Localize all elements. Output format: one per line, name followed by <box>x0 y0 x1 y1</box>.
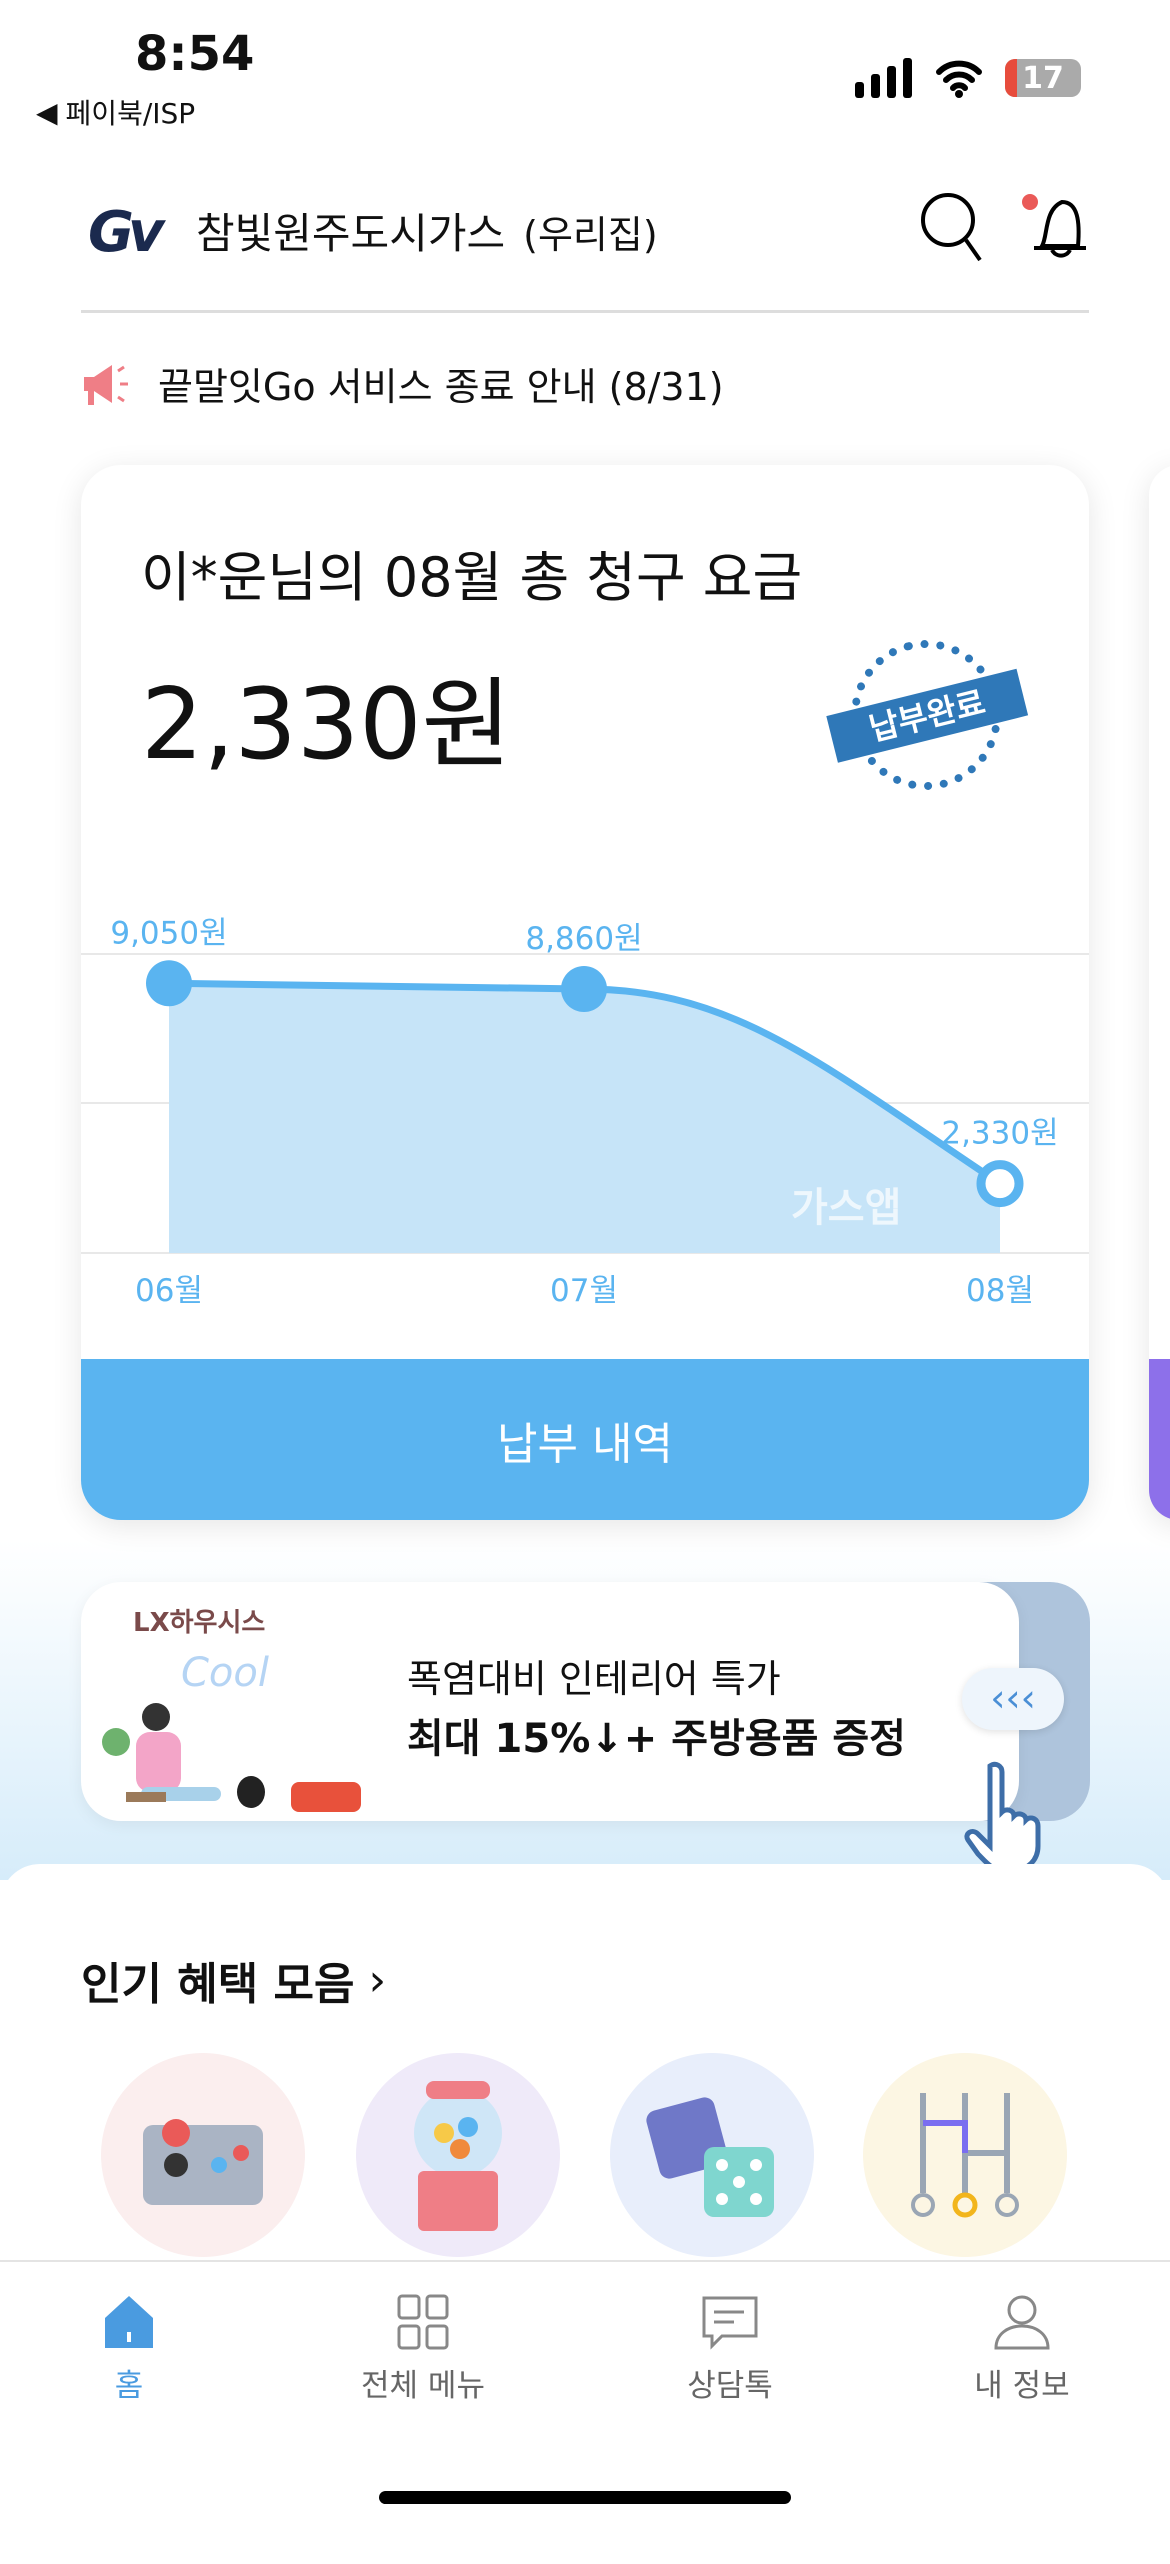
tab-my-info[interactable]: 내 정보 <box>922 2292 1122 2405</box>
status-icons: 17 <box>855 58 1081 98</box>
tab-my-info-label: 내 정보 <box>974 2368 1070 2404</box>
benefit-ladder[interactable] <box>863 2053 1067 2257</box>
ladder-game-icon <box>911 2093 1019 2218</box>
data-point <box>146 960 192 1007</box>
wifi-icon <box>936 60 982 98</box>
paid-stamp: 납부완료 <box>826 624 1029 806</box>
tab-chat-label: 상담톡 <box>687 2368 773 2404</box>
grid-menu-icon <box>397 2294 449 2350</box>
tab-all-menu[interactable]: 전체 메뉴 <box>323 2292 523 2405</box>
data-label: 2,330원 <box>941 1116 1058 1152</box>
home-indicator <box>379 2491 791 2504</box>
tab-home[interactable]: 홈 <box>29 2292 229 2405</box>
home-icon <box>105 2296 153 2348</box>
banner-line2: 최대 15%↓+ 주방용품 증정 <box>407 1716 906 1762</box>
back-triangle-icon: ◀ <box>36 95 58 129</box>
battery-icon: 17 <box>1005 59 1081 97</box>
status-time: 8:54 <box>135 26 255 82</box>
back-to-app[interactable]: ◀ 페이북/ISP <box>36 92 195 132</box>
bill-title: 이*운님의 08월 총 청구 요금 <box>141 546 803 609</box>
chevron-right-icon: › <box>368 1954 387 2006</box>
dice-icon <box>646 2097 774 2217</box>
data-label: 8,860원 <box>525 921 642 957</box>
next-card-peek[interactable] <box>1149 465 1170 1520</box>
payment-history-button[interactable]: 납부 내역 <box>81 1359 1089 1520</box>
ad-banner[interactable]: LX하우시스 Cool 폭염대비 인테리어 특가 최대 15%↓+ 주방용품 증… <box>81 1582 1019 1821</box>
chat-icon <box>702 2296 758 2350</box>
benefit-dice[interactable] <box>610 2053 814 2257</box>
data-label: 9,050원 <box>110 915 227 951</box>
chart-watermark: 가스앱 <box>791 1185 902 1231</box>
gumball-machine-icon <box>414 2081 502 2231</box>
benefits-title[interactable]: 인기 혜택 모음 › <box>81 1948 386 2012</box>
data-point <box>976 1160 1024 1208</box>
notice-text: 끝말잇Go 서비스 종료 안내 (8/31) <box>158 365 724 409</box>
bill-amount: 2,330원 <box>141 668 512 782</box>
tab-all-menu-label: 전체 메뉴 <box>361 2368 485 2404</box>
data-point <box>561 965 607 1012</box>
megaphone-icon <box>84 364 128 405</box>
paid-stamp-label: 납부완료 <box>826 668 1029 763</box>
chart-line <box>168 979 1002 1187</box>
battery-level: 17 <box>1022 61 1064 96</box>
tab-bar: 홈 전체 메뉴 상담톡 내 정보 <box>0 2260 1170 2532</box>
tab-chat[interactable]: 상담톡 <box>630 2292 830 2405</box>
notice-bar[interactable]: 끝말잇Go 서비스 종료 안내 (8/31) <box>82 356 724 411</box>
banner-illustration <box>102 1703 361 1812</box>
signal-icon <box>855 58 912 98</box>
arcade-joystick-icon <box>143 2119 263 2205</box>
logo[interactable]: Gv <box>88 200 165 265</box>
benefit-arcade[interactable] <box>101 2053 305 2257</box>
x-tick-label: 07월 <box>550 1273 618 1309</box>
person-icon <box>994 2295 1050 2350</box>
bill-card: 이*운님의 08월 총 청구 요금 2,330원 납부완료 9,050원 06월 8… <box>81 465 1089 1520</box>
x-tick-label: 06월 <box>135 1273 203 1309</box>
x-tick-label: 08월 <box>966 1273 1034 1309</box>
tab-home-label: 홈 <box>114 2368 144 2404</box>
banner-expand-icon[interactable]: ‹‹‹ <box>962 1668 1064 1730</box>
bell-icon[interactable] <box>1022 188 1094 266</box>
home-label: (우리집) <box>523 213 658 257</box>
banner-deco-text: Cool <box>181 1650 269 1696</box>
banner-brand-logo: LX하우시스 <box>133 1608 266 1638</box>
back-app-label: 페이북/ISP <box>65 97 196 130</box>
pointing-hand-icon <box>964 1761 1041 1870</box>
header-title[interactable]: 참빛원주도시가스 (우리집) <box>196 200 658 261</box>
banner-line1: 폭염대비 인테리어 특가 <box>407 1657 781 1701</box>
bill-chart: 9,050원 06월 8,860원 07월 2,330원 08월 <box>81 915 1089 1309</box>
benefits-title-text: 인기 혜택 모음 <box>81 1959 355 2010</box>
header-divider <box>81 310 1089 313</box>
benefit-gumball[interactable] <box>356 2053 560 2257</box>
company-name: 참빛원주도시가스 <box>196 209 506 258</box>
search-icon[interactable] <box>918 190 988 266</box>
